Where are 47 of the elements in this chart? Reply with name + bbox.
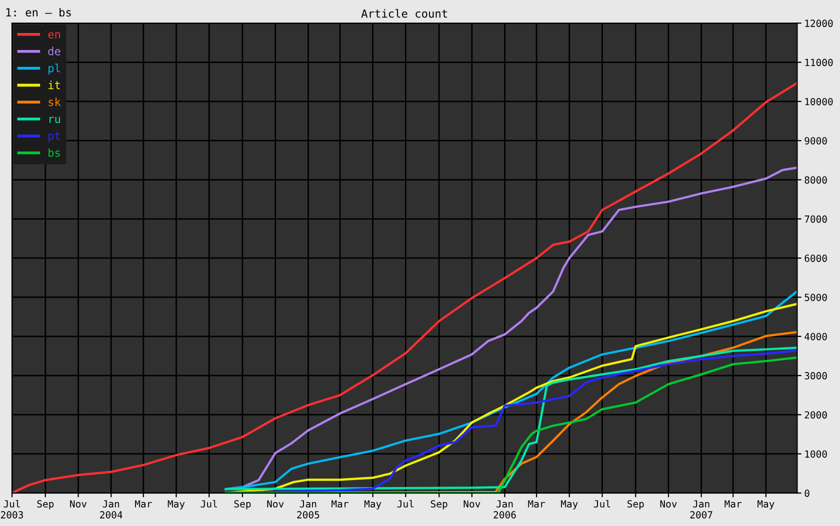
x-tick-label: Jan 2007 <box>690 500 712 518</box>
x-tick-label: Jan 2004 <box>100 500 122 518</box>
y-tick-label: 12000 <box>805 20 833 27</box>
y-tick-label: 6000 <box>804 254 827 262</box>
x-tick-label: Sep <box>234 500 251 510</box>
legend-label: ru <box>50 116 60 124</box>
x-tick-label: Mar <box>135 500 152 508</box>
y-tick-label: 7000 <box>804 215 827 223</box>
x-tick-label: May <box>561 500 578 510</box>
legend-label: it <box>48 80 60 90</box>
legend-label: pl <box>48 64 60 74</box>
x-tick-label: Jan 2005 <box>297 500 320 518</box>
legend-label: pt <box>48 132 60 142</box>
y-tick-label: 8000 <box>804 176 827 184</box>
legend-label: en <box>48 32 60 38</box>
x-tick-label: May <box>168 500 185 510</box>
chart-title: Article count <box>361 9 447 18</box>
x-tick-label: Sep <box>37 500 54 510</box>
x-tick-label: Jul <box>594 500 610 508</box>
x-tick-label: Nov <box>267 500 284 508</box>
x-tick-label: Mar <box>528 500 545 508</box>
legend-label: de <box>48 46 60 56</box>
y-tick-label: 10000 <box>805 98 833 106</box>
x-tick-label: Mar <box>724 500 742 508</box>
x-tick-label: Sep <box>430 500 448 510</box>
x-tick-label: Nov <box>70 500 87 508</box>
y-tick-label: 0 <box>804 490 810 497</box>
x-tick-label: Mar <box>332 500 348 508</box>
x-tick-label: Nov <box>660 500 677 508</box>
y-tick-label: 1000 <box>805 450 827 458</box>
x-tick-label: May <box>364 500 382 510</box>
y-tick-label: 2000 <box>804 411 827 419</box>
x-tick-label: Jul 2003 <box>1 500 23 518</box>
y-tick-label: 5000 <box>804 294 827 302</box>
y-tick-label: 9000 <box>804 137 827 144</box>
x-tick-label: May <box>758 500 774 510</box>
x-tick-label: Nov <box>464 500 480 508</box>
legend-label: bs <box>48 148 60 157</box>
x-tick-label: Jan 2006 <box>494 500 516 518</box>
y-tick-label: 3000 <box>804 372 827 380</box>
y-tick-label: 11000 <box>805 58 833 66</box>
y-tick-label: 4000 <box>804 332 827 340</box>
x-tick-label: Jul <box>200 500 217 508</box>
x-tick-label: Jul <box>397 500 414 508</box>
x-tick-label: Sep <box>627 500 644 510</box>
legend-label: sk <box>48 98 61 106</box>
text: 1: en – bs <box>6 8 71 17</box>
